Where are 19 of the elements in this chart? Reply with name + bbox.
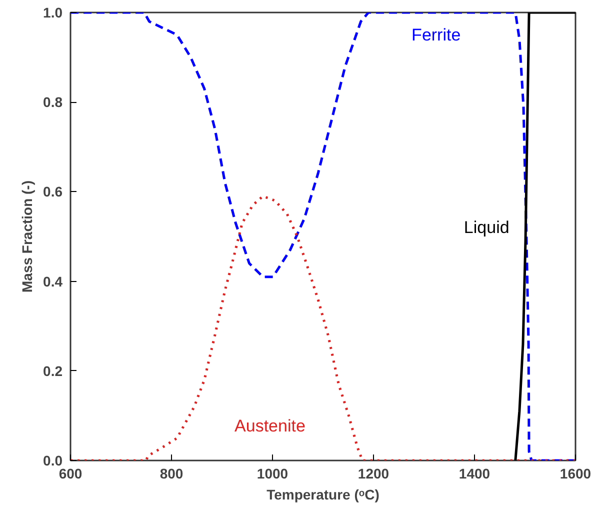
x-axis-title: Temperature (ᵒC) xyxy=(266,486,380,502)
x-tick-label: 1200 xyxy=(358,466,390,482)
x-tick-label: 1000 xyxy=(256,466,288,482)
x-tick-label: 800 xyxy=(160,466,184,482)
y-tick-label: 0.2 xyxy=(43,362,63,379)
x-tick-label: 1600 xyxy=(560,466,592,482)
line-series xyxy=(70,12,576,460)
y-tick-label: 0.4 xyxy=(43,273,63,290)
series-label: Ferrite xyxy=(412,25,461,44)
x-tick-label: 1400 xyxy=(458,466,490,482)
y-tick-label: 0.0 xyxy=(43,452,63,468)
series-label: Liquid xyxy=(464,218,510,238)
line-series xyxy=(514,12,576,460)
y-axis-title: Mass Fraction (-) xyxy=(19,180,36,293)
x-tick-label: 600 xyxy=(58,466,82,482)
text: Austenite xyxy=(234,416,306,436)
y-tick-label: 0.8 xyxy=(43,94,63,110)
y-tick-label: 0.6 xyxy=(43,184,63,200)
y-tick-label: 1.0 xyxy=(43,4,63,20)
